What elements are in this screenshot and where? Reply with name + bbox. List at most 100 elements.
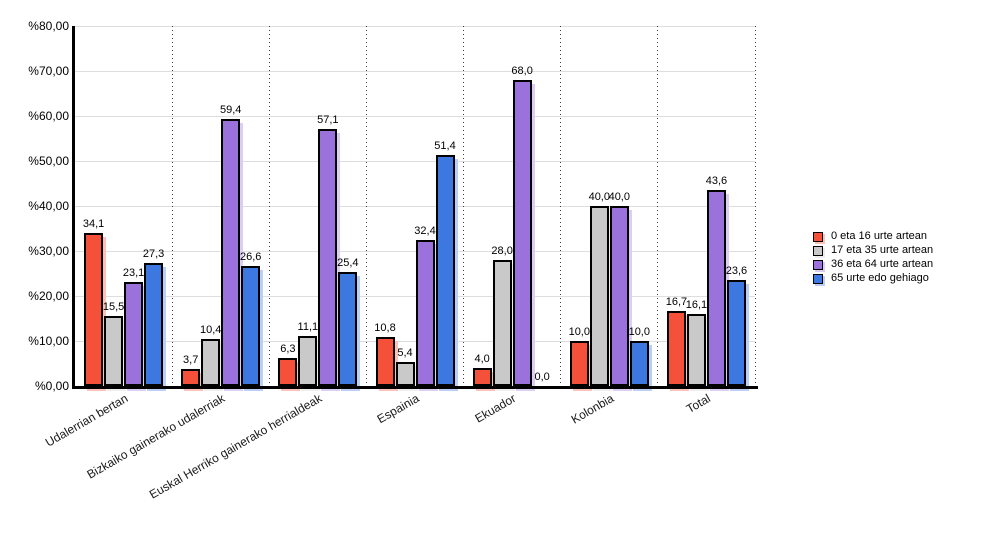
bar-series1-cat7: [666, 310, 686, 386]
legend-item: 65 urte edo gehiago: [813, 273, 933, 284]
bar-value-label: 5,4: [397, 346, 413, 359]
bar-series2-cat1: [104, 316, 124, 386]
bar-series3-cat5: [512, 80, 532, 386]
bar-value-label: 28,0: [491, 245, 513, 257]
category-separator-line: [268, 26, 270, 386]
bar-series1-cat5: [472, 368, 492, 386]
y-axis-tick-label: %40,00: [28, 199, 69, 213]
legend-label: 0 eta 16 urte artean: [831, 230, 928, 242]
bar-series3-cat4: [415, 240, 435, 386]
x-axis-category-label: Udalerrian bertan: [42, 391, 131, 450]
category-separator-line: [463, 26, 465, 386]
bar-series3-cat1: [124, 282, 144, 386]
bar-value-label: 16,1: [685, 298, 708, 311]
legend-swatch-series2: [813, 245, 823, 256]
x-axis-category-label: Total: [683, 391, 713, 416]
gridline: [75, 341, 755, 342]
bar-value-label: 26,6: [239, 251, 262, 264]
plot-area: 34,1 3,7 6,3 10,8 4,0 10,0 16,7 15,5 10,4 11,1 5,4…: [72, 26, 758, 391]
bar-series3-cat6: [609, 206, 629, 386]
bar-value-label: 10,0: [628, 326, 650, 338]
legend: 0 eta 16 urte artean 17 eta 35 urte artea…: [813, 231, 933, 287]
bar-series4-cat6: [629, 341, 649, 386]
bar-value-label: 51,4: [434, 139, 456, 152]
bar-series1-cat2: [181, 369, 201, 386]
bar-value-label: 32,4: [414, 225, 436, 238]
bar-value-label: 16,7: [665, 295, 688, 308]
legend-swatch-series4: [813, 273, 823, 284]
x-axis-line: [72, 386, 758, 389]
y-axis-tick-label: %30,00: [28, 244, 69, 258]
y-axis-tick-label: %10,00: [28, 334, 69, 348]
x-axis-category-label: Euskal Herriko gainerako herrialdeak: [146, 391, 325, 502]
gridline: [75, 71, 755, 72]
gridline: [75, 296, 755, 297]
legend-item: 17 eta 35 urte artean: [813, 245, 933, 256]
bar-value-label: 0,0: [534, 371, 550, 383]
bar-value-label: 11,1: [297, 321, 319, 334]
bar-series4-cat7: [726, 279, 746, 386]
y-axis-tick-label: %50,00: [28, 154, 69, 168]
legend-label: 36 eta 64 urte artean: [831, 258, 934, 270]
gridline: [75, 161, 755, 162]
gridline: [75, 26, 755, 27]
bar-series2-cat7: [686, 313, 706, 386]
y-axis-tick-label: %0,00: [34, 379, 69, 393]
bar-value-label: 6,3: [280, 342, 296, 355]
gridline: [75, 251, 755, 252]
bar-series1-cat3: [278, 357, 298, 386]
bar-value-label: 4,0: [474, 353, 490, 365]
bar-value-label: 57,1: [317, 114, 339, 127]
bar-series2-cat3: [298, 336, 318, 386]
gridline: [75, 116, 755, 117]
bar-value-label: 10,0: [568, 326, 590, 338]
bar-value-label: 10,4: [199, 324, 222, 337]
bar-value-label: 43,6: [705, 174, 728, 187]
bar-value-label: 34,1: [82, 217, 105, 230]
bar-series3-cat7: [706, 189, 726, 386]
bar-series3-cat3: [318, 129, 338, 386]
bar-value-label: 3,7: [183, 354, 199, 367]
x-axis-category-label: Kolonbia: [568, 391, 616, 427]
legend-swatch-series1: [813, 231, 823, 242]
bar-series4-cat2: [241, 266, 261, 386]
bar-series4-cat1: [144, 263, 164, 386]
bar-value-label: 59,4: [219, 103, 242, 116]
legend-item: 36 eta 64 urte artean: [813, 259, 933, 270]
x-axis-category-label: Espainia: [374, 391, 422, 427]
bar-value-label: 68,0: [511, 65, 533, 77]
bar-series1-cat6: [569, 341, 589, 386]
bar-value-label: 27,3: [142, 248, 165, 261]
legend-label: 17 eta 35 urte artean: [831, 244, 934, 256]
bar-value-label: 10,8: [374, 322, 396, 335]
x-axis-category-label: Ekuador: [472, 391, 519, 426]
bar-value-label: 40,0: [588, 191, 610, 203]
category-separator-line: [754, 26, 756, 386]
bar-series2-cat5: [492, 260, 512, 386]
bar-series2-cat6: [589, 206, 609, 386]
y-axis-tick-label: %20,00: [28, 289, 69, 303]
legend-swatch-series3: [813, 259, 823, 270]
bar-series2-cat4: [395, 361, 415, 386]
y-axis-tick-label: %60,00: [28, 109, 69, 123]
bar-value-label: 40,0: [608, 191, 630, 203]
bar-series3-cat2: [221, 118, 241, 386]
gridline: [75, 206, 755, 207]
bar-series2-cat2: [201, 339, 221, 386]
bar-series1-cat4: [375, 337, 395, 386]
bar-value-label: 15,5: [102, 301, 125, 314]
category-separator-line: [171, 26, 173, 386]
category-separator-line: [365, 26, 367, 386]
bar-value-label: 23,6: [725, 264, 748, 277]
bar-value-label: 25,4: [337, 256, 359, 269]
category-separator-line: [560, 26, 562, 386]
bar-series4-cat4: [435, 154, 455, 386]
bar-value-label: 23,1: [122, 267, 145, 280]
legend-label: 65 urte edo gehiago: [831, 272, 929, 284]
y-axis-tick-label: %70,00: [28, 64, 69, 78]
y-axis-tick-label: %80,00: [28, 19, 69, 33]
legend-item: 0 eta 16 urte artean: [813, 231, 933, 242]
category-separator-line: [657, 26, 659, 386]
bar-series1-cat1: [84, 232, 104, 386]
